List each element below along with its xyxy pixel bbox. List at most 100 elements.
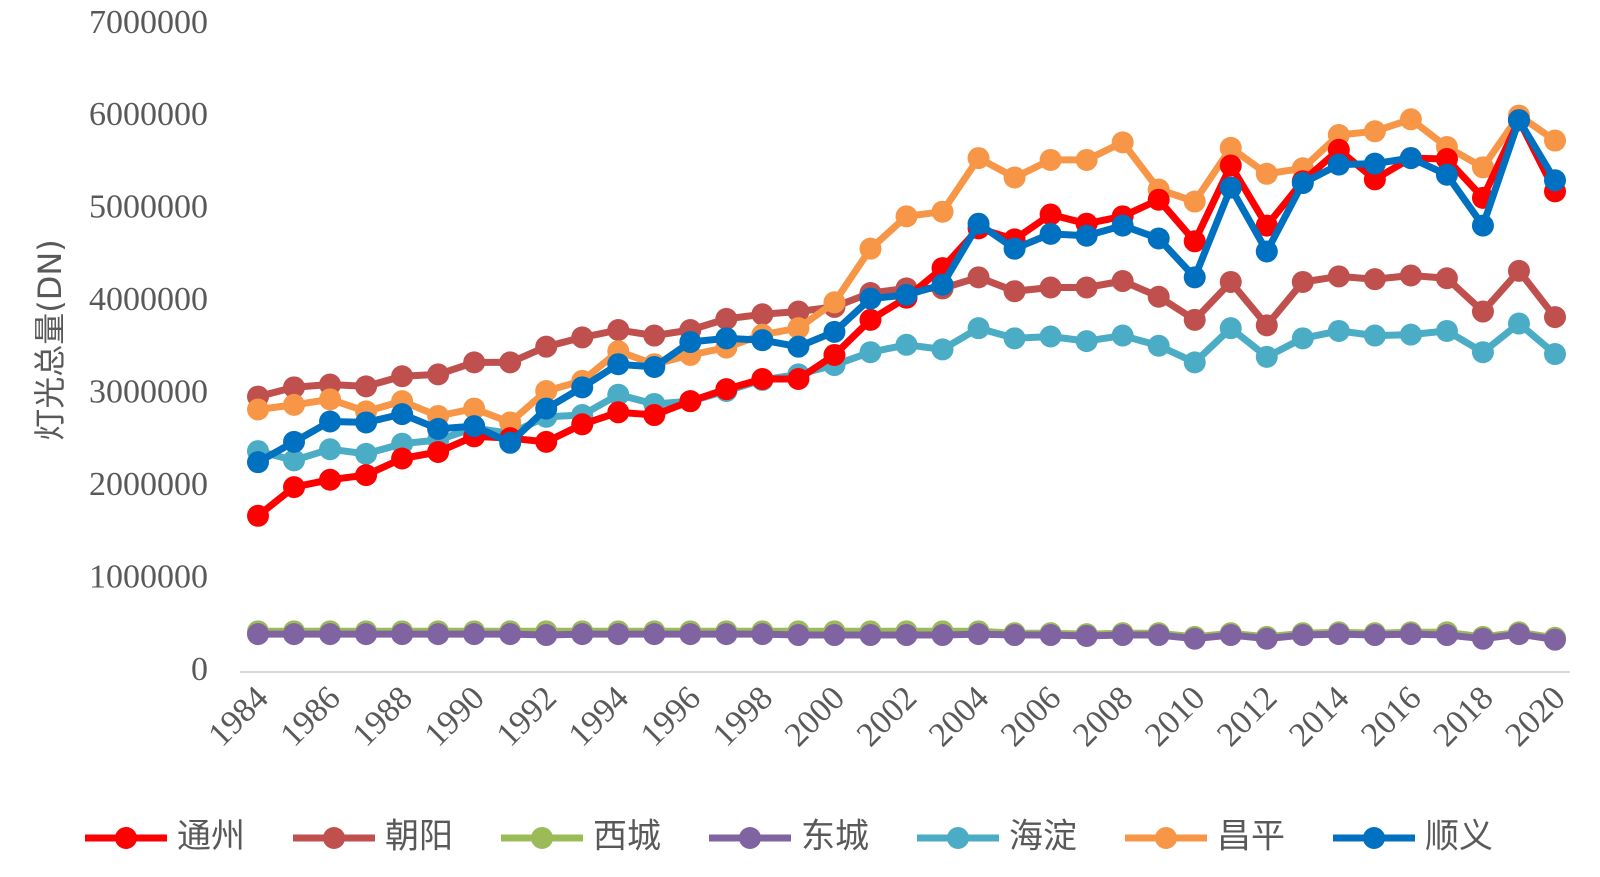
x-tick-label: 2018 (1426, 679, 1500, 753)
legend-item: 东城 (709, 817, 869, 857)
data-point (679, 623, 702, 646)
data-point (1363, 268, 1386, 291)
x-tick-label: 2002 (850, 679, 924, 753)
data-point (679, 390, 702, 413)
data-point (1399, 108, 1422, 131)
data-point (931, 273, 954, 296)
data-point (1111, 214, 1134, 237)
data-point (283, 623, 306, 646)
data-point (1471, 627, 1494, 650)
data-point (787, 368, 810, 391)
data-point (967, 317, 990, 340)
data-point (355, 464, 378, 487)
data-point (1039, 276, 1062, 299)
data-point (463, 623, 486, 646)
data-point (283, 430, 306, 453)
data-point (1399, 323, 1422, 346)
data-point (859, 308, 882, 331)
data-point (1003, 624, 1026, 647)
legend-item: 海淀 (917, 817, 1077, 857)
legend-marker (531, 827, 553, 849)
x-tick-label: 2006 (994, 679, 1068, 753)
data-point (1219, 624, 1242, 647)
data-point (355, 442, 378, 465)
data-point (571, 326, 594, 349)
data-point (1219, 270, 1242, 293)
data-point (679, 331, 702, 354)
y-tick-label: 4000000 (89, 281, 208, 318)
data-point (1039, 222, 1062, 245)
data-point (823, 291, 846, 314)
data-point (1255, 345, 1278, 368)
data-point (607, 383, 630, 406)
y-tick-label: 2000000 (89, 466, 208, 503)
data-point (283, 393, 306, 416)
x-tick-label: 1990 (418, 679, 492, 753)
data-point (1147, 334, 1170, 357)
data-point (1507, 312, 1530, 335)
data-point (499, 411, 522, 434)
data-point (463, 351, 486, 374)
data-point (1183, 230, 1206, 253)
data-point (1363, 120, 1386, 143)
legend-item: 西城 (501, 817, 661, 857)
data-point (1183, 266, 1206, 289)
data-point (571, 376, 594, 399)
data-point (1435, 624, 1458, 647)
data-point (643, 355, 666, 378)
data-point (859, 624, 882, 647)
data-point (1544, 129, 1566, 152)
y-tick-label: 6000000 (89, 96, 208, 133)
x-tick-label: 2014 (1282, 679, 1356, 753)
data-point (319, 410, 342, 433)
data-point (1435, 148, 1458, 171)
data-point (391, 623, 414, 646)
data-point (1435, 267, 1458, 290)
x-tick-label: 1996 (634, 679, 708, 753)
data-point (1327, 319, 1350, 342)
y-axis-ticks: 0 1000000 2000000 3000000 4000000 5000000 6000… (89, 4, 208, 688)
data-point (319, 388, 342, 411)
data-point (751, 303, 774, 326)
data-point (823, 624, 846, 647)
data-point (391, 365, 414, 388)
data-point (1147, 624, 1170, 647)
data-point (895, 333, 918, 356)
data-point (1255, 314, 1278, 337)
data-point (607, 319, 630, 342)
legend-item: 顺义 (1333, 817, 1493, 857)
data-point (1255, 627, 1278, 650)
x-tick-label: 2000 (778, 679, 852, 753)
data-point (895, 205, 918, 228)
data-point (787, 317, 810, 340)
data-point (1183, 190, 1206, 213)
series-顺义 (247, 109, 1566, 474)
data-point (1471, 300, 1494, 323)
data-point (535, 624, 558, 647)
data-point (1544, 343, 1566, 366)
data-point (643, 324, 666, 347)
data-point (1075, 224, 1098, 247)
data-point (1147, 285, 1170, 308)
data-point (1327, 153, 1350, 176)
data-point (823, 343, 846, 366)
data-point (715, 307, 738, 330)
data-point (463, 415, 486, 438)
data-point (499, 351, 522, 374)
data-point (1039, 203, 1062, 226)
data-point (1507, 259, 1530, 282)
data-point (1507, 109, 1530, 132)
legend-item: 昌平 (1125, 817, 1285, 857)
legend-marker (739, 827, 761, 849)
x-tick-label: 1988 (346, 679, 420, 753)
data-point (1111, 324, 1134, 347)
data-point (571, 413, 594, 436)
data-point (751, 368, 774, 391)
x-tick-label: 2004 (922, 679, 996, 753)
data-point (787, 624, 810, 647)
y-tick-label: 3000000 (89, 374, 208, 411)
data-point (1544, 628, 1566, 651)
data-point (1327, 265, 1350, 288)
data-point (1435, 163, 1458, 186)
